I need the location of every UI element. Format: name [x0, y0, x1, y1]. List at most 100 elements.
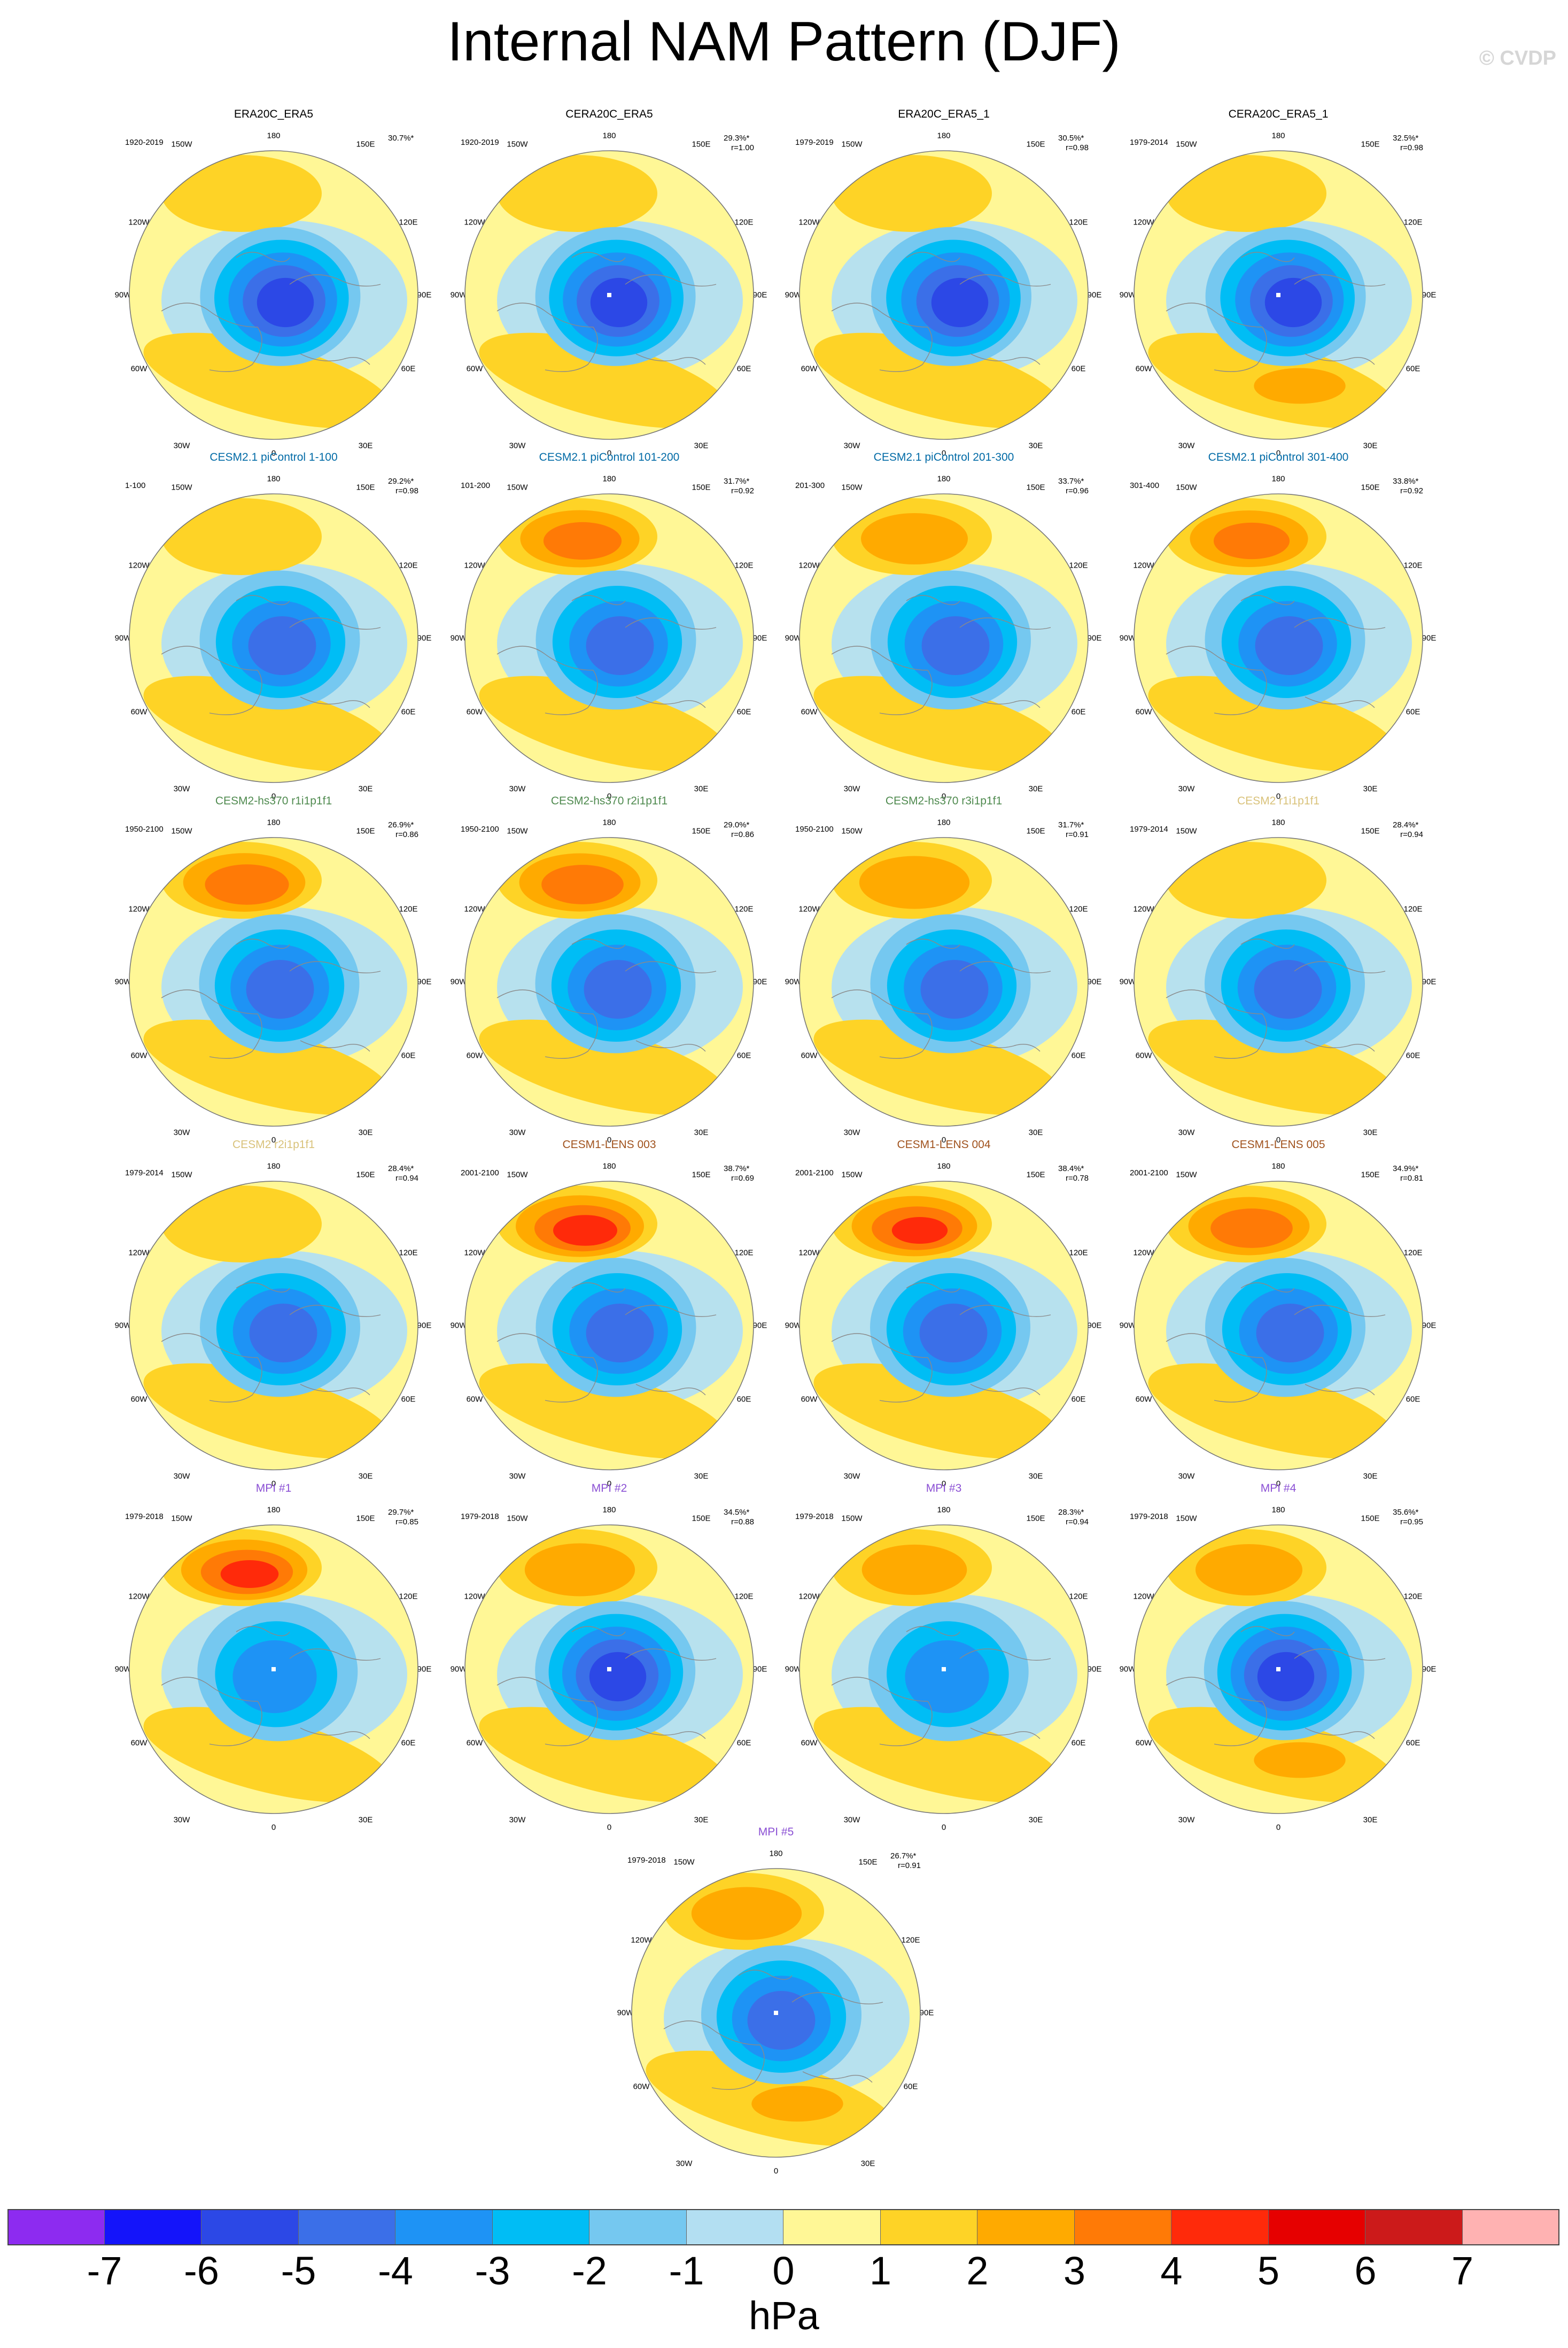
atlantic-high-band — [143, 676, 393, 772]
coastline — [236, 252, 290, 262]
longitude-label: 90E — [1422, 1321, 1437, 1330]
longitude-label: 90W — [785, 977, 802, 987]
longitude-label: 120W — [1133, 218, 1154, 227]
longitude-label: 120W — [464, 904, 485, 914]
panel-period: 1950-2100 — [461, 825, 499, 834]
longitude-label: 30E — [1028, 441, 1043, 451]
longitude-label: 150E — [1361, 140, 1380, 149]
panel-title: CESM2.1 piControl 201-300 — [873, 451, 1014, 463]
longitude-label: 180 — [1271, 131, 1285, 141]
map-border — [799, 837, 1089, 1127]
european-high-contour — [1254, 368, 1346, 404]
panel-pattern-correlation: r=0.69 — [731, 1174, 754, 1183]
atlantic-high-band — [143, 1707, 393, 1803]
panel-title: CESM2-hs370 r1i1p1f1 — [215, 795, 332, 807]
pacific-high-contour — [1196, 1544, 1302, 1595]
coastline — [625, 617, 717, 630]
panel-variance-explained: 29.3%* — [724, 134, 750, 143]
coastline — [970, 353, 1041, 365]
longitude-label: 0 — [773, 2166, 779, 2176]
panel-title: CESM2 r1i1p1f1 — [1237, 795, 1320, 807]
coastline — [300, 353, 370, 365]
polar-map — [631, 1868, 921, 2158]
panel-pattern-correlation: r=0.88 — [731, 1517, 754, 1526]
longitude-label: 30E — [1028, 1815, 1043, 1825]
map-panel: CESM2-hs370 r2i1p1f1 1950-2100 29.0%* r=0.8… — [443, 795, 776, 1145]
longitude-label: 60W — [801, 1051, 818, 1060]
longitude-label: 0 — [607, 448, 612, 458]
longitude-label: 120W — [464, 218, 485, 227]
longitude-label: 0 — [941, 1479, 946, 1489]
longitude-label: 30E — [358, 784, 373, 794]
coastline — [970, 1040, 1041, 1052]
coastline — [625, 961, 717, 973]
panel-variance-explained: 28.4%* — [388, 1164, 414, 1173]
watermark: © CVDP — [1479, 47, 1556, 69]
atlantic-high-band — [813, 1707, 1064, 1803]
coastline — [289, 1305, 381, 1317]
longitude-label: 30W — [509, 1815, 526, 1825]
longitude-label: 180 — [602, 474, 616, 484]
longitude-label: 60W — [466, 1051, 483, 1060]
coastline — [1166, 1677, 1267, 1746]
polar-map — [129, 493, 418, 783]
arctic-low-contour — [257, 277, 314, 328]
longitude-label: 180 — [1271, 474, 1285, 484]
longitude-label: 90W — [785, 1321, 802, 1330]
longitude-label: 30W — [509, 441, 526, 451]
coastline — [1305, 353, 1375, 365]
pacific-high-contour — [220, 1560, 279, 1588]
pole-marker — [271, 1667, 276, 1671]
panel-title: MPI #1 — [255, 1482, 292, 1494]
coastline — [1166, 646, 1267, 715]
longitude-label: 90E — [1422, 633, 1437, 643]
colorbar-tick-label: 6 — [1354, 2249, 1377, 2293]
colorbar-tick-label: 3 — [1063, 2249, 1086, 2293]
atlantic-high-band — [479, 1363, 729, 1459]
arctic-low-contour — [248, 616, 316, 675]
panel-variance-explained: 35.6%* — [1393, 1508, 1419, 1517]
colorbar-tick-label: -1 — [669, 2249, 704, 2293]
coastline — [1305, 1384, 1375, 1396]
longitude-label: 150W — [171, 140, 192, 149]
longitude-label: 90E — [1087, 1664, 1102, 1674]
longitude-label: 150E — [692, 1514, 711, 1523]
longitude-label: 60W — [130, 1394, 148, 1404]
arctic-low-contour — [586, 1304, 654, 1362]
panel-variance-explained: 26.7%* — [890, 1851, 917, 1861]
longitude-label: 60W — [130, 364, 148, 374]
longitude-label: 180 — [937, 131, 951, 141]
panel-period: 1920-2019 — [125, 138, 164, 147]
longitude-label: 60W — [1135, 364, 1152, 374]
pacific-high-contour — [832, 155, 992, 232]
longitude-label: 90W — [617, 2008, 634, 2018]
colorbar-tick-label: -2 — [572, 2249, 607, 2293]
longitude-label: 0 — [607, 792, 612, 801]
atlantic-high-band — [479, 332, 729, 429]
longitude-label: 120E — [734, 218, 754, 227]
longitude-label: 150E — [1361, 483, 1380, 492]
colorbar-unit-label: hPa — [749, 2293, 819, 2338]
coastline — [831, 989, 933, 1059]
pole-marker — [1276, 1667, 1280, 1671]
longitude-label: 120W — [128, 218, 150, 227]
coastline — [496, 989, 598, 1059]
polar-map — [799, 150, 1089, 440]
longitude-label: 180 — [1271, 1161, 1285, 1171]
longitude-label: 90E — [417, 1321, 432, 1330]
longitude-label: 30W — [676, 2159, 693, 2168]
longitude-label: 120E — [399, 1248, 418, 1258]
longitude-label: 120E — [399, 561, 418, 570]
panel-variance-explained: 38.4%* — [1058, 1164, 1084, 1173]
map-border — [129, 150, 418, 440]
pacific-high-contour — [524, 1543, 635, 1597]
longitude-label: 150E — [1026, 1170, 1045, 1180]
panel-period: 1950-2100 — [795, 825, 834, 834]
longitude-label: 30W — [509, 784, 526, 794]
map-panel: CESM2.1 piControl 101-200 101-200 31.7%* r=… — [443, 451, 776, 801]
coastline — [571, 1282, 626, 1293]
panel-period: 1979-2014 — [125, 1168, 164, 1177]
longitude-label: 90E — [417, 977, 432, 987]
atlantic-high-band — [813, 1019, 1064, 1115]
arctic-low-contour — [232, 1640, 317, 1714]
